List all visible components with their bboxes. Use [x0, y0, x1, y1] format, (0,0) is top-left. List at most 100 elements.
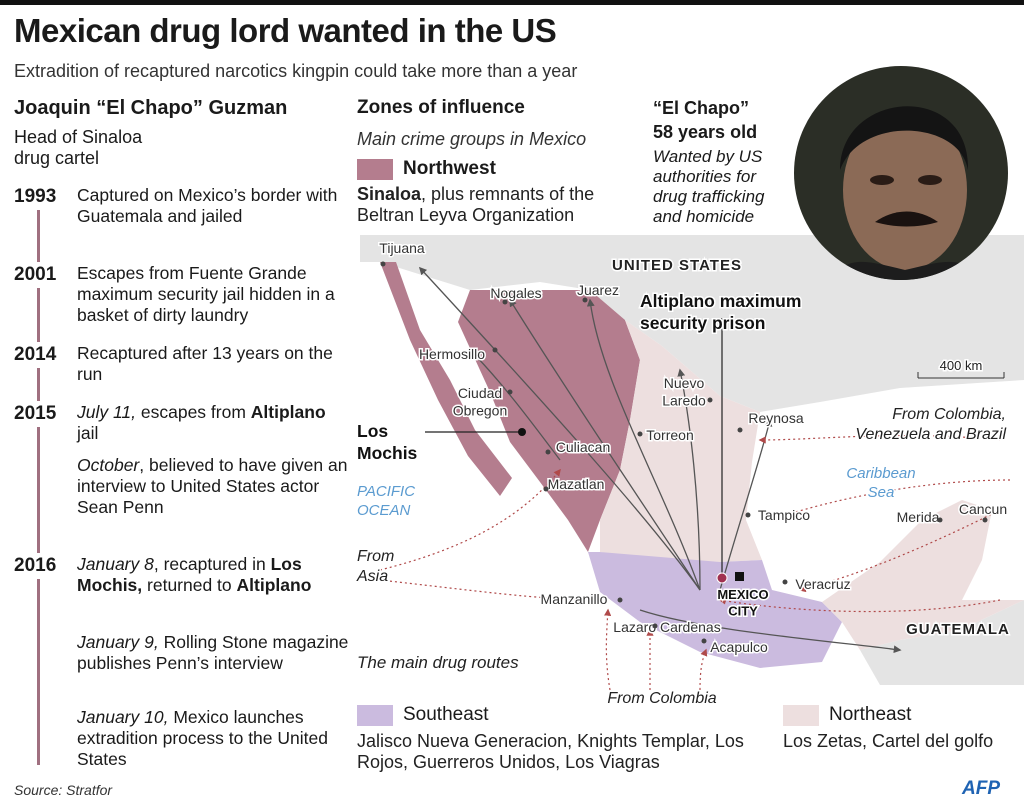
city-dot	[937, 517, 943, 523]
text-run: Altiplano	[236, 575, 312, 595]
timeline-event: Escapes from Fuente Grande maximum secur…	[77, 263, 349, 326]
city-dot	[707, 397, 713, 403]
text-run: Los Zetas, Cartel del golfo	[783, 731, 994, 751]
text-run: Captured on Mexico’s border with Guatema…	[77, 185, 338, 226]
text-run: July 11,	[77, 402, 137, 422]
map-label: GUATEMALA	[906, 621, 1010, 638]
map-label: 400 km	[940, 358, 983, 373]
map-label: Torreon	[646, 427, 693, 443]
zones-subtitle: Main crime groups in Mexico	[357, 129, 587, 149]
timeline-event: October, believed to have given an inter…	[77, 455, 349, 518]
text-run: Jalisco Nueva Generacion, Knights Templa…	[357, 731, 744, 772]
map-label: The main drug routes	[357, 653, 519, 672]
map-label: UNITED STATES	[612, 257, 742, 274]
timeline-year: 2014	[12, 342, 59, 368]
timeline-year: 2016	[12, 553, 59, 579]
map-label: Cancun	[959, 501, 1007, 517]
text-run: Altiplano	[250, 402, 326, 422]
map-label: From Colombia,	[892, 406, 1006, 423]
map-label: Veracruz	[795, 576, 850, 592]
legend-description: Jalisco Nueva Generacion, Knights Templa…	[357, 731, 752, 773]
text-run: Recaptured after 13 years on the run	[77, 343, 333, 384]
text-run: January 10,	[77, 707, 169, 727]
map-label: Nogales	[490, 285, 541, 301]
city-dot	[637, 431, 643, 437]
city-dot	[745, 512, 751, 518]
map-label: Tampico	[758, 507, 810, 523]
map-label: Hermosillo	[419, 346, 485, 362]
timeline-year: 2001	[12, 262, 59, 288]
legend-description: Sinaloa, plus remnants of the Beltran Le…	[357, 184, 632, 226]
legend-swatch	[357, 159, 393, 180]
city-dot	[617, 597, 623, 603]
city-dot	[982, 517, 988, 523]
title: Mexican drug lord wanted in the US	[14, 12, 557, 49]
map-label: From Colombia	[607, 690, 716, 707]
text-run: Rolling Stone magazine publishes Penn’s …	[77, 632, 349, 673]
timeline-event: Recaptured after 13 years on the run	[77, 343, 349, 385]
map-label: Reynosa	[748, 410, 803, 426]
map-label: Caribbean	[846, 465, 915, 482]
text-run: , recaptured in	[153, 554, 271, 574]
map-label: Venezuela and Brazil	[855, 426, 1006, 443]
text-run: Escapes from Fuente Grande maximum secur…	[77, 263, 335, 325]
map-label: Manzanillo	[541, 591, 608, 607]
city-dot	[507, 389, 513, 395]
portrait-note: Wanted by US authorities for drug traffi…	[653, 147, 765, 226]
map-label: Tijuana	[379, 240, 425, 256]
city-dot	[543, 486, 549, 492]
subtitle: Extradition of recaptured narcotics king…	[14, 61, 578, 81]
map-label: PACIFIC	[357, 483, 415, 500]
city-dot	[701, 638, 707, 644]
portrait-photo	[794, 66, 1008, 280]
city-dot	[380, 261, 386, 267]
profile-name: Joaquin “El Chapo” Guzman	[14, 97, 288, 119]
map-label: security prison	[640, 313, 765, 333]
text-run: January 9,	[77, 632, 159, 652]
map-label: From	[357, 548, 394, 565]
legend-swatch	[783, 705, 819, 726]
text-run: Mexico launches extradition process to t…	[77, 707, 328, 769]
map-label: Mochis	[357, 443, 418, 463]
portrait-age: 58 years old	[653, 122, 758, 142]
map-label: OCEAN	[357, 502, 411, 519]
map-label: Culiacan	[556, 439, 610, 455]
text-run: , plus remnants of the Beltran Leyva Org…	[357, 184, 595, 225]
map-label: Sea	[868, 484, 895, 501]
legend-name: Northeast	[829, 704, 912, 725]
zones-title: Zones of influence	[357, 97, 525, 118]
legend-name: Southeast	[403, 704, 489, 725]
timeline-event: January 8, recaptured in Los Mochis, ret…	[77, 554, 349, 596]
timeline-event: Captured on Mexico’s border with Guatema…	[77, 185, 349, 227]
text-run: escapes from	[136, 402, 251, 422]
map-label: Laredo	[662, 393, 706, 409]
map-label: Obregon	[453, 403, 507, 419]
map-label: MEXICO	[717, 587, 768, 602]
top-bar	[0, 0, 1024, 5]
city-dot	[545, 449, 551, 455]
map-label: Mazatlan	[548, 476, 605, 492]
legend-swatch	[357, 705, 393, 726]
portrait-name: “El Chapo”	[653, 98, 750, 118]
routes	[418, 266, 902, 654]
text-run: October	[77, 455, 140, 475]
timeline-event: July 11, escapes from Altiplano jail	[77, 402, 349, 444]
city-dot	[652, 623, 658, 629]
text-run: January 8	[77, 554, 154, 574]
markers	[425, 318, 1005, 584]
legend-name: Northwest	[403, 158, 496, 179]
credit: AFP	[962, 778, 1000, 799]
map-label: Juarez	[577, 282, 619, 298]
timeline-event: January 10, Mexico launches extradition …	[77, 707, 349, 770]
map-label: Lazaro Cardenas	[613, 619, 720, 635]
map-label: Asia	[356, 568, 388, 585]
city-dot	[582, 297, 588, 303]
text-run: returned to	[142, 575, 237, 595]
timeline-line	[37, 205, 40, 765]
city-dot	[502, 299, 508, 305]
text-run: Los Mochis,	[77, 554, 302, 595]
text-run: , believed to have given an interview to…	[77, 455, 348, 517]
map-label: Nuevo	[664, 375, 705, 391]
legend-description: Los Zetas, Cartel del golfo	[783, 731, 1023, 752]
